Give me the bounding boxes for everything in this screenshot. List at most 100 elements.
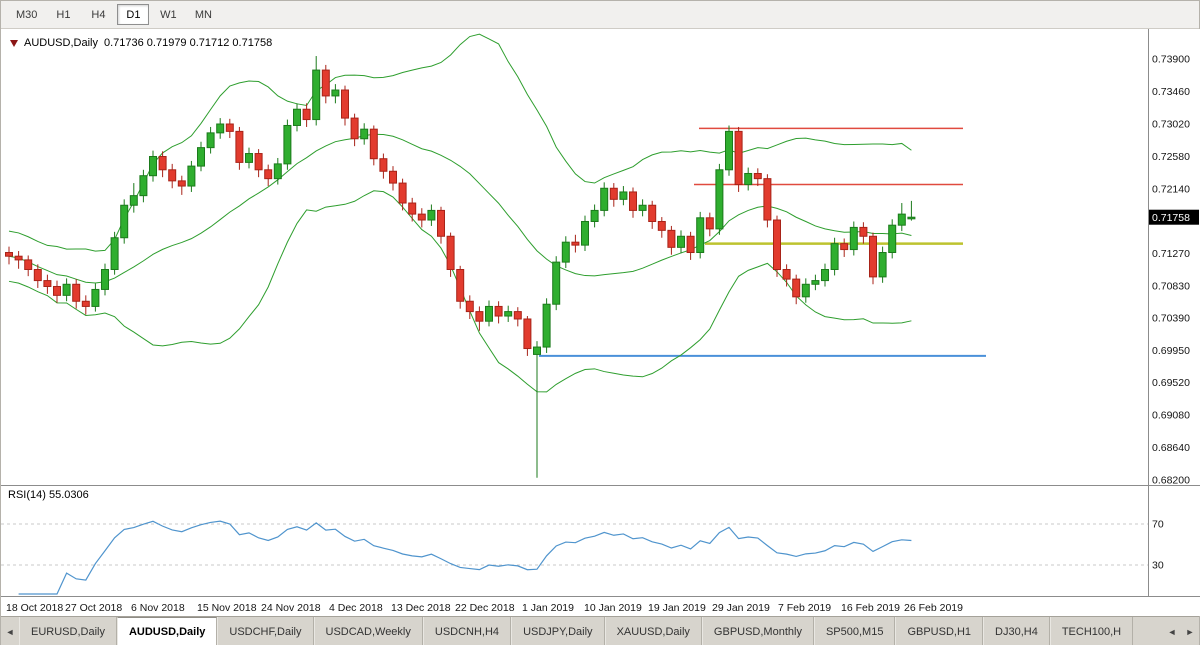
candle	[609, 183, 618, 207]
candle	[763, 174, 772, 228]
price-axis-label: 0.73460	[1152, 86, 1190, 98]
candle	[446, 232, 455, 277]
candle	[197, 141, 205, 172]
tab-gbpusd-monthly[interactable]: GBPUSD,Monthly	[701, 617, 814, 645]
candle	[734, 126, 743, 192]
candle	[744, 167, 753, 191]
candle	[331, 84, 340, 104]
price-axis-label: 0.68640	[1152, 442, 1190, 454]
candle	[149, 150, 157, 182]
tab-audusd-daily[interactable]: AUDUSD,Daily	[116, 617, 218, 645]
candle	[513, 307, 522, 327]
candle	[53, 280, 61, 303]
timeframe-button-w1[interactable]: W1	[160, 8, 177, 21]
candle	[139, 169, 148, 203]
candle	[168, 163, 177, 189]
candle	[869, 232, 877, 285]
candle	[705, 212, 714, 237]
timeframe-button-h1[interactable]: H1	[56, 8, 71, 21]
date-axis-label: 4 Dec 2018	[329, 602, 383, 614]
candle	[552, 256, 561, 311]
candle	[725, 125, 733, 176]
tab-xauusd-daily[interactable]: XAUUSD,Daily	[604, 617, 702, 645]
candle	[312, 56, 321, 126]
tab-sp500-m15[interactable]: SP500,M15	[813, 617, 896, 645]
candle	[782, 264, 791, 287]
candle	[158, 151, 167, 178]
candle	[561, 236, 570, 269]
date-axis-label: 29 Jan 2019	[712, 602, 770, 614]
candle	[897, 203, 906, 232]
date-axis-label: 6 Nov 2018	[131, 602, 185, 614]
price-axis-label: 0.70390	[1152, 313, 1190, 325]
candle	[475, 306, 484, 331]
candle	[878, 246, 887, 283]
price-chart-svg: 0.73900 0.73460 0.73020 0.72580 0.72140 0.712…	[1, 29, 1200, 616]
candle	[321, 64, 330, 104]
price-axis-label: 0.70830	[1152, 280, 1190, 292]
timeframe-button-d1[interactable]: D1	[117, 4, 150, 25]
candle	[907, 200, 916, 221]
candle	[494, 301, 503, 324]
candle	[830, 237, 839, 276]
candle	[216, 118, 225, 139]
price-axis-label: 0.71270	[1152, 248, 1190, 260]
timeframe-toolbar: M30 H1 H4 D1 W1 MN	[1, 1, 1199, 29]
tab-scroll-left-icon[interactable]: ◄	[5, 626, 15, 637]
chart-tabs: EURUSD,Daily AUDUSD,Daily USDCHF,Daily USDC…	[19, 617, 1134, 645]
tab-scroll-next-icon[interactable]: ►	[1185, 626, 1195, 637]
candle	[43, 274, 52, 294]
candle	[341, 85, 349, 126]
candle	[129, 183, 138, 213]
date-axis-label: 7 Feb 2019	[778, 602, 831, 614]
candle	[801, 278, 810, 303]
candle	[254, 149, 263, 178]
candle	[485, 300, 493, 327]
tab-usdchf-daily[interactable]: USDCHF,Daily	[217, 617, 314, 645]
candle	[273, 157, 282, 185]
candle	[533, 341, 541, 478]
tab-usdcad-weekly[interactable]: USDCAD,Weekly	[313, 617, 423, 645]
date-axis-label: 10 Jan 2019	[584, 602, 642, 614]
candle	[379, 153, 388, 179]
candle	[696, 211, 705, 259]
candle	[667, 225, 676, 255]
candle	[773, 215, 781, 277]
date-axis-label: 13 Dec 2018	[391, 602, 451, 614]
candle	[302, 103, 311, 127]
price-axis-label: 0.68200	[1152, 475, 1190, 487]
candle	[638, 199, 647, 217]
candle	[686, 231, 695, 260]
timeframe-button-h4[interactable]: H4	[91, 8, 106, 21]
tab-usdjpy-daily[interactable]: USDJPY,Daily	[511, 617, 605, 645]
candle	[408, 197, 417, 222]
candle	[571, 234, 580, 253]
candle	[5, 246, 13, 265]
candle	[120, 199, 129, 244]
timeframe-button-mn[interactable]: MN	[194, 8, 212, 21]
tab-scroll-prev-icon[interactable]: ◄	[1167, 626, 1177, 637]
rsi-line	[18, 520, 912, 595]
date-axis-label: 1 Jan 2019	[522, 602, 574, 614]
date-axis-label: 26 Feb 2019	[904, 602, 963, 614]
candle	[187, 160, 196, 192]
tab-dj30-h4[interactable]: DJ30,H4	[983, 617, 1050, 645]
tab-bar-spacer	[1133, 617, 1163, 645]
date-axis-label: 27 Oct 2018	[65, 602, 122, 614]
timeframe-button-m30[interactable]: M30	[16, 8, 38, 21]
chart-area[interactable]: 0.73900 0.73460 0.73020 0.72580 0.72140 0.712…	[1, 29, 1200, 616]
date-axis-label: 22 Dec 2018	[455, 602, 515, 614]
candle	[840, 238, 849, 257]
candle	[369, 125, 378, 166]
tab-eurusd-daily[interactable]: EURUSD,Daily	[19, 617, 117, 645]
candle	[465, 295, 474, 319]
tab-gbpusd-h1[interactable]: GBPUSD,H1	[895, 617, 984, 645]
price-axis-label: 0.69950	[1152, 345, 1190, 357]
candle	[389, 166, 397, 191]
price-axis-label: 0.73020	[1152, 118, 1190, 130]
tab-usdcnh-h4[interactable]: USDCNH,H4	[422, 617, 512, 645]
tab-tech100-h[interactable]: TECH100,H	[1049, 617, 1134, 645]
chart-tab-bar: ◄ EURUSD,Daily AUDUSD,Daily USDCHF,Daily US…	[1, 616, 1199, 645]
candle	[600, 182, 609, 217]
